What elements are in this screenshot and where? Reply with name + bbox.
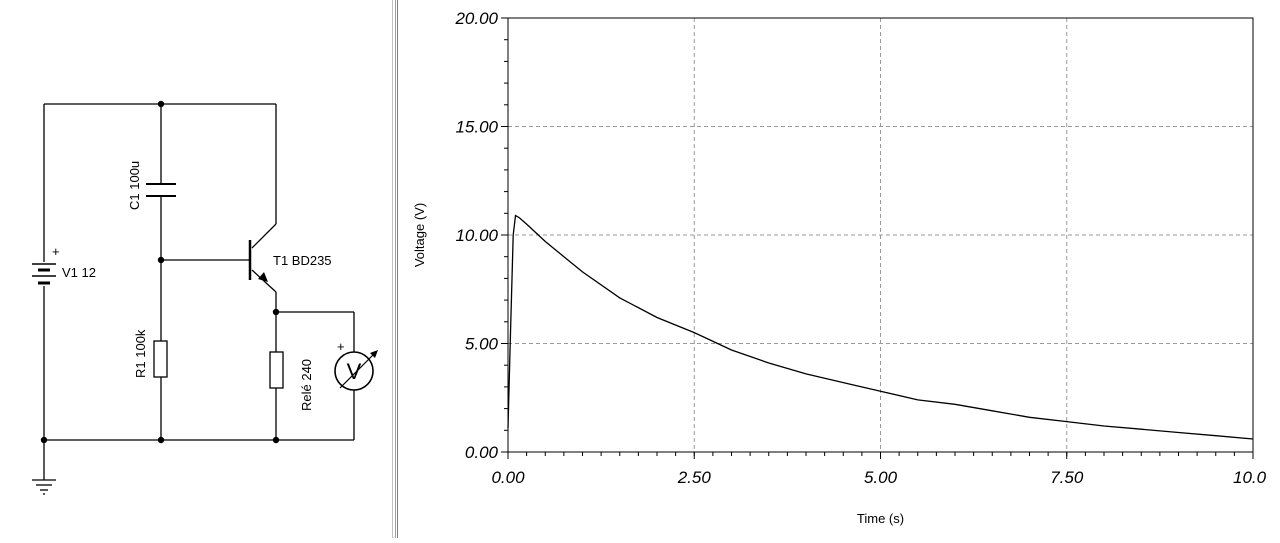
chart-grid (508, 18, 1253, 452)
collector-lead (251, 223, 277, 249)
transistor-symbol (248, 240, 268, 282)
battery-symbol (32, 263, 56, 285)
y-tick-label: 5.00 (465, 335, 499, 354)
emitter-lead (251, 269, 277, 293)
schematic-canvas: + V1 12 C1 100u R1 100k T1 BD235 Relé 24… (32, 100, 378, 495)
capacitor-symbol (146, 183, 176, 197)
battery-plus: + (52, 244, 60, 259)
voltage-chart: 0.00 5.00 10.00 15.00 20.00 0.00 2.50 5.00 7.50 1… (412, 9, 1267, 526)
x-tick-label: 5.00 (864, 468, 898, 487)
chart-panel: 0.00 5.00 10.00 15.00 20.00 0.00 2.50 5.00 7.50 1… (398, 0, 1280, 538)
voltmeter-label: V (347, 359, 362, 384)
resistor-symbol (153, 340, 168, 378)
x-tick-label: 2.50 (677, 468, 712, 487)
junction-dots (40, 100, 280, 444)
y-tick-label: 0.00 (465, 443, 499, 462)
y-axis-label: Voltage (V) (412, 203, 427, 267)
transistor-label: T1 BD235 (273, 253, 332, 268)
axis-ticks: 0.00 5.00 10.00 15.00 20.00 0.00 2.50 5.00 7.50 1… (454, 9, 1266, 487)
junction-dot (272, 436, 280, 444)
junction-dot (157, 100, 165, 108)
x-tick-label: 10.0 (1233, 468, 1267, 487)
capacitor-label: C1 100u (127, 161, 142, 210)
relay-symbol (269, 351, 284, 389)
relay-label: Relé 240 (299, 359, 314, 411)
battery-label: V1 12 (62, 265, 96, 280)
x-axis-label: Time (s) (857, 511, 904, 526)
voltmeter-plus: + (337, 339, 345, 354)
x-tick-label: 0.00 (491, 468, 525, 487)
resistor-label: R1 100k (133, 329, 148, 378)
junction-dot (157, 436, 165, 444)
junction-dot (272, 308, 280, 316)
ground-icon (32, 479, 56, 495)
y-tick-label: 15.00 (455, 118, 498, 137)
voltmeter-icon (334, 350, 378, 391)
voltage-curve (507, 214, 1254, 440)
junction-dot (157, 256, 165, 264)
y-tick-label: 10.00 (455, 226, 498, 245)
junction-dot (40, 436, 48, 444)
schematic-panel: + V1 12 C1 100u R1 100k T1 BD235 Relé 24… (0, 0, 392, 538)
x-tick-label: 7.50 (1050, 468, 1084, 487)
y-tick-label: 20.00 (454, 9, 498, 28)
panel-splitter[interactable] (392, 0, 398, 538)
